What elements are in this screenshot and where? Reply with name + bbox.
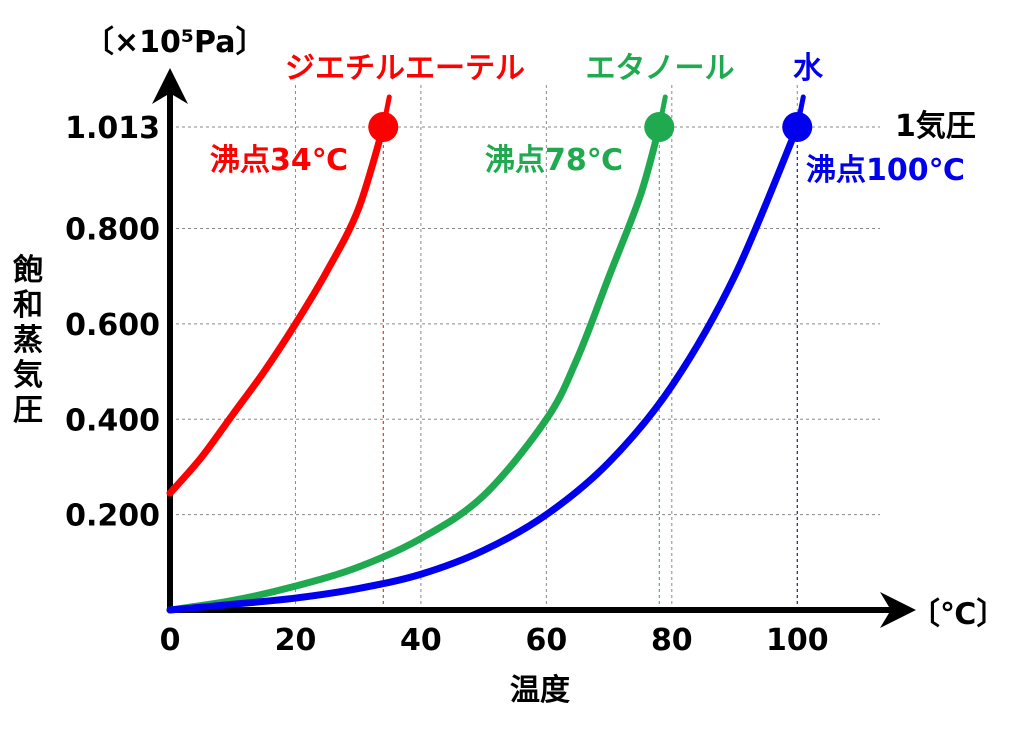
x-axis-title: 温度: [510, 673, 570, 708]
series-line-1: [166, 123, 663, 614]
y-tick-label: 1.013: [65, 111, 160, 146]
boiling-point-label: 沸点100℃: [806, 153, 965, 188]
boiling-point-marker-1: [644, 112, 675, 142]
y-tick-label: 0.400: [65, 403, 160, 438]
x-unit-label: 〔℃〕: [910, 597, 1006, 632]
series-lines: [166, 94, 813, 614]
x-tick-label: 80: [651, 623, 693, 658]
boiling-point-marker-2: [782, 112, 813, 142]
boiling-point-marker-0: [368, 112, 399, 142]
x-tick-label: 60: [525, 623, 567, 658]
series-name-label: ジエチルエーテル: [285, 51, 525, 86]
boiling-point-label: 沸点34℃: [210, 143, 348, 178]
y-tick-label: 0.200: [65, 499, 160, 534]
y-axis-title-char: 気: [13, 358, 43, 393]
grid: [170, 85, 880, 610]
series-line-2: [166, 123, 801, 614]
atm-label: 1気圧: [895, 109, 976, 144]
y-tick-label: 0.800: [65, 213, 160, 248]
y-axis-title-char: 圧: [13, 393, 43, 428]
chart-labels: 0 20 40 60 80 100 0.200 0.400 0.600 0.800 1.013 飽和蒸…: [13, 51, 965, 658]
series-line-0: [166, 123, 387, 497]
x-tick-label: 20: [275, 623, 317, 658]
boiling-point-label: 沸点78℃: [485, 143, 623, 178]
series-name-label: 水: [793, 51, 824, 86]
y-axis-title-char: 蒸: [13, 323, 43, 358]
axes: [152, 68, 916, 628]
y-tick-label: 0.600: [65, 308, 160, 343]
y-axis-title-char: 飽: [13, 253, 43, 288]
series-name-label: エタノール: [585, 51, 734, 86]
x-tick-label: 40: [400, 623, 442, 658]
x-tick-label: 0: [160, 623, 181, 658]
y-unit-label: 〔×10⁵Pa〕: [84, 25, 265, 60]
x-tick-label: 100: [766, 623, 829, 658]
y-axis-title-char: 和: [13, 288, 43, 323]
